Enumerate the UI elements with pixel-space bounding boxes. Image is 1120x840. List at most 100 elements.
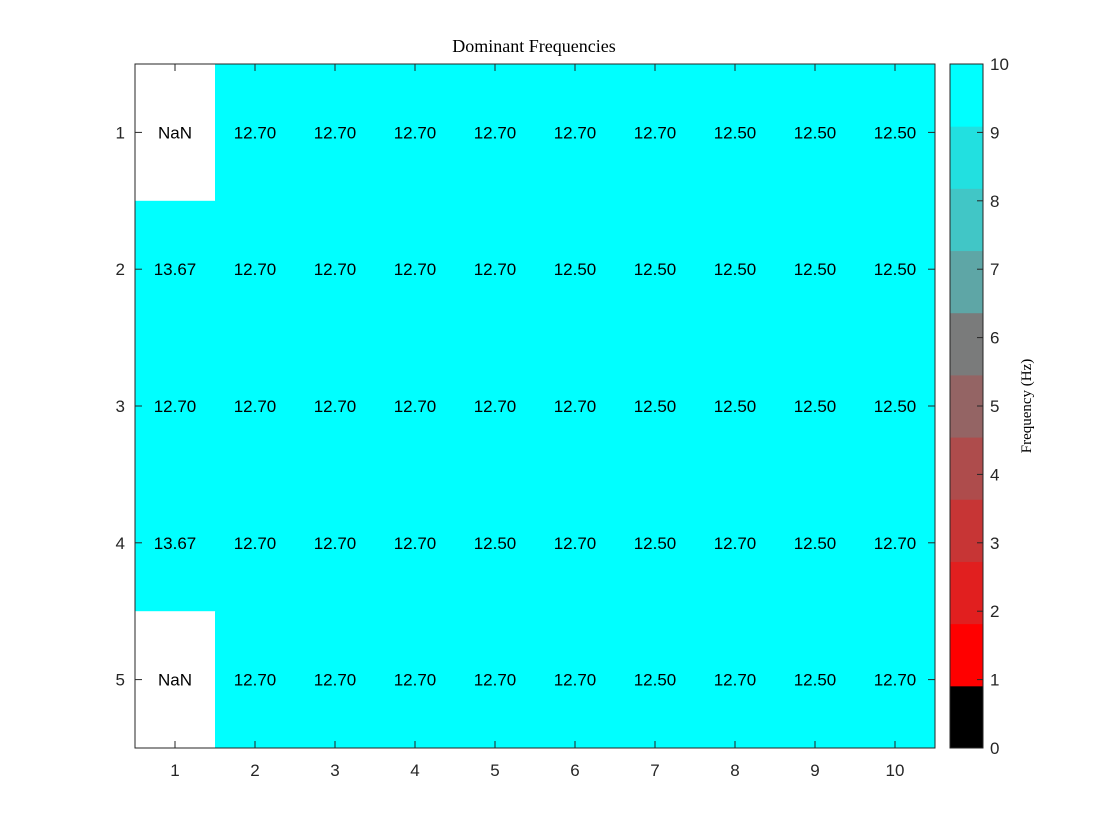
cell-value-label: 12.70 — [554, 671, 597, 690]
heatmap-cell — [295, 64, 376, 202]
heatmap-cell — [695, 200, 776, 339]
cell-value-label: 12.50 — [634, 671, 677, 690]
heatmap-cell — [215, 337, 296, 475]
cell-value-label: 12.70 — [234, 260, 277, 279]
colorbar-segment — [950, 561, 983, 625]
cell-value-label: 12.50 — [794, 671, 837, 690]
heatmap-cell — [855, 611, 936, 749]
colorbar-tick-label: 9 — [990, 123, 999, 142]
cell-value-label: 12.50 — [794, 397, 837, 416]
colorbar-segment — [950, 623, 983, 687]
x-tick-label: 6 — [570, 761, 579, 780]
cell-value-label: 12.50 — [714, 397, 757, 416]
x-tick-label: 1 — [170, 761, 179, 780]
heatmap-cell — [295, 337, 376, 475]
cell-value-label: 12.70 — [314, 397, 357, 416]
cell-value-label: 12.50 — [634, 260, 677, 279]
chart-title: Dominant Frequencies — [452, 36, 615, 56]
heatmap-cell — [455, 337, 536, 475]
cell-value-label: 12.70 — [234, 671, 277, 690]
colorbar-segment — [950, 437, 983, 500]
colorbar-tick-label: 6 — [990, 329, 999, 348]
y-axis-ticks: 1 2 3 4 5 — [116, 123, 935, 690]
heatmap-cell — [535, 64, 616, 202]
heatmap-cell — [215, 474, 296, 612]
heatmap-cell — [375, 200, 456, 339]
cell-value-label: 12.50 — [794, 260, 837, 279]
y-tick-label: 1 — [116, 123, 125, 142]
cell-value-label: 12.70 — [474, 123, 517, 142]
heatmap-cell — [135, 611, 216, 749]
heatmap-cell — [455, 64, 536, 202]
cell-value-label: NaN — [158, 123, 192, 142]
heatmap-cell — [615, 611, 696, 749]
colorbar-tick-label: 10 — [990, 55, 1009, 74]
x-tick-label: 8 — [730, 761, 739, 780]
heatmap-cell — [855, 337, 936, 475]
x-tick-label: 3 — [330, 761, 339, 780]
colorbar-tick-label: 0 — [990, 739, 999, 758]
x-tick-label: 10 — [886, 761, 905, 780]
cell-value-label: 12.50 — [874, 123, 917, 142]
colorbar-segment — [950, 64, 983, 127]
cell-value-label: 12.50 — [874, 260, 917, 279]
cell-value-label: 12.70 — [314, 671, 357, 690]
cell-value-label: 12.50 — [634, 397, 677, 416]
cell-value-label: 12.70 — [874, 534, 917, 553]
colorbar-label: Frequency (Hz) — [1019, 359, 1035, 454]
cell-labels: NaN 12.70 12.70 12.70 12.70 12.70 12.70 12.50 12… — [154, 123, 917, 689]
heatmap-cell — [375, 64, 456, 202]
heatmap-cell — [695, 337, 776, 475]
heatmap-cell — [295, 474, 376, 612]
x-tick-label: 4 — [410, 761, 419, 780]
cell-value-label: 12.70 — [394, 534, 437, 553]
y-tick-label: 4 — [116, 534, 125, 553]
heatmap-cell — [375, 474, 456, 612]
colorbar-segment — [950, 188, 983, 252]
cell-value-label: 12.70 — [714, 671, 757, 690]
colorbar: 0 1 2 3 4 5 6 7 8 9 10 — [949, 55, 1009, 758]
y-tick-label: 2 — [116, 260, 125, 279]
cell-value-label: 12.70 — [394, 260, 437, 279]
heatmap-cell — [135, 337, 216, 475]
heatmap-cell — [215, 611, 296, 749]
cell-value-label: 12.70 — [554, 534, 597, 553]
heatmap-cell — [695, 64, 776, 202]
colorbar-tick-label: 8 — [990, 192, 999, 211]
heatmap-cell — [775, 474, 856, 612]
cell-value-label: 12.70 — [474, 260, 517, 279]
heatmap-cell — [535, 474, 616, 612]
heatmap-cell — [295, 200, 376, 339]
cell-value-label: 12.50 — [554, 260, 597, 279]
colorbar-segment — [950, 126, 983, 189]
cell-value-label: 12.70 — [554, 123, 597, 142]
heatmap-cell — [775, 200, 856, 339]
heatmap-cell — [695, 611, 776, 749]
cell-value-label: 12.50 — [714, 123, 757, 142]
heatmap-cell — [855, 200, 936, 339]
colorbar-tick-label: 4 — [990, 465, 999, 484]
heatmap-cell — [375, 337, 456, 475]
heatmap-cell — [135, 64, 216, 202]
heatmap-cell — [615, 200, 696, 339]
cell-value-label: 13.67 — [154, 534, 197, 553]
heatmap-cell — [855, 474, 936, 612]
heatmap-cell — [375, 611, 456, 749]
cell-value-label: 12.70 — [314, 123, 357, 142]
colorbar-segment — [950, 499, 983, 562]
cell-value-label: 12.50 — [794, 534, 837, 553]
heatmap-cell — [455, 611, 536, 749]
heatmap-cell — [135, 200, 216, 339]
colorbar-segment — [950, 250, 983, 314]
heatmap-cell — [615, 337, 696, 475]
heatmap-cell — [135, 474, 216, 612]
cell-value-label: 12.50 — [714, 260, 757, 279]
y-tick-label: 5 — [116, 671, 125, 690]
cell-value-label: 12.70 — [234, 534, 277, 553]
cell-value-label: 12.70 — [474, 671, 517, 690]
heatmap-cell — [215, 64, 296, 202]
cell-value-label: 12.70 — [874, 671, 917, 690]
cell-value-label: 13.67 — [154, 260, 197, 279]
x-axis-ticks: 1 2 3 4 5 6 7 8 9 10 — [170, 64, 904, 780]
heatmap-cell — [535, 200, 616, 339]
